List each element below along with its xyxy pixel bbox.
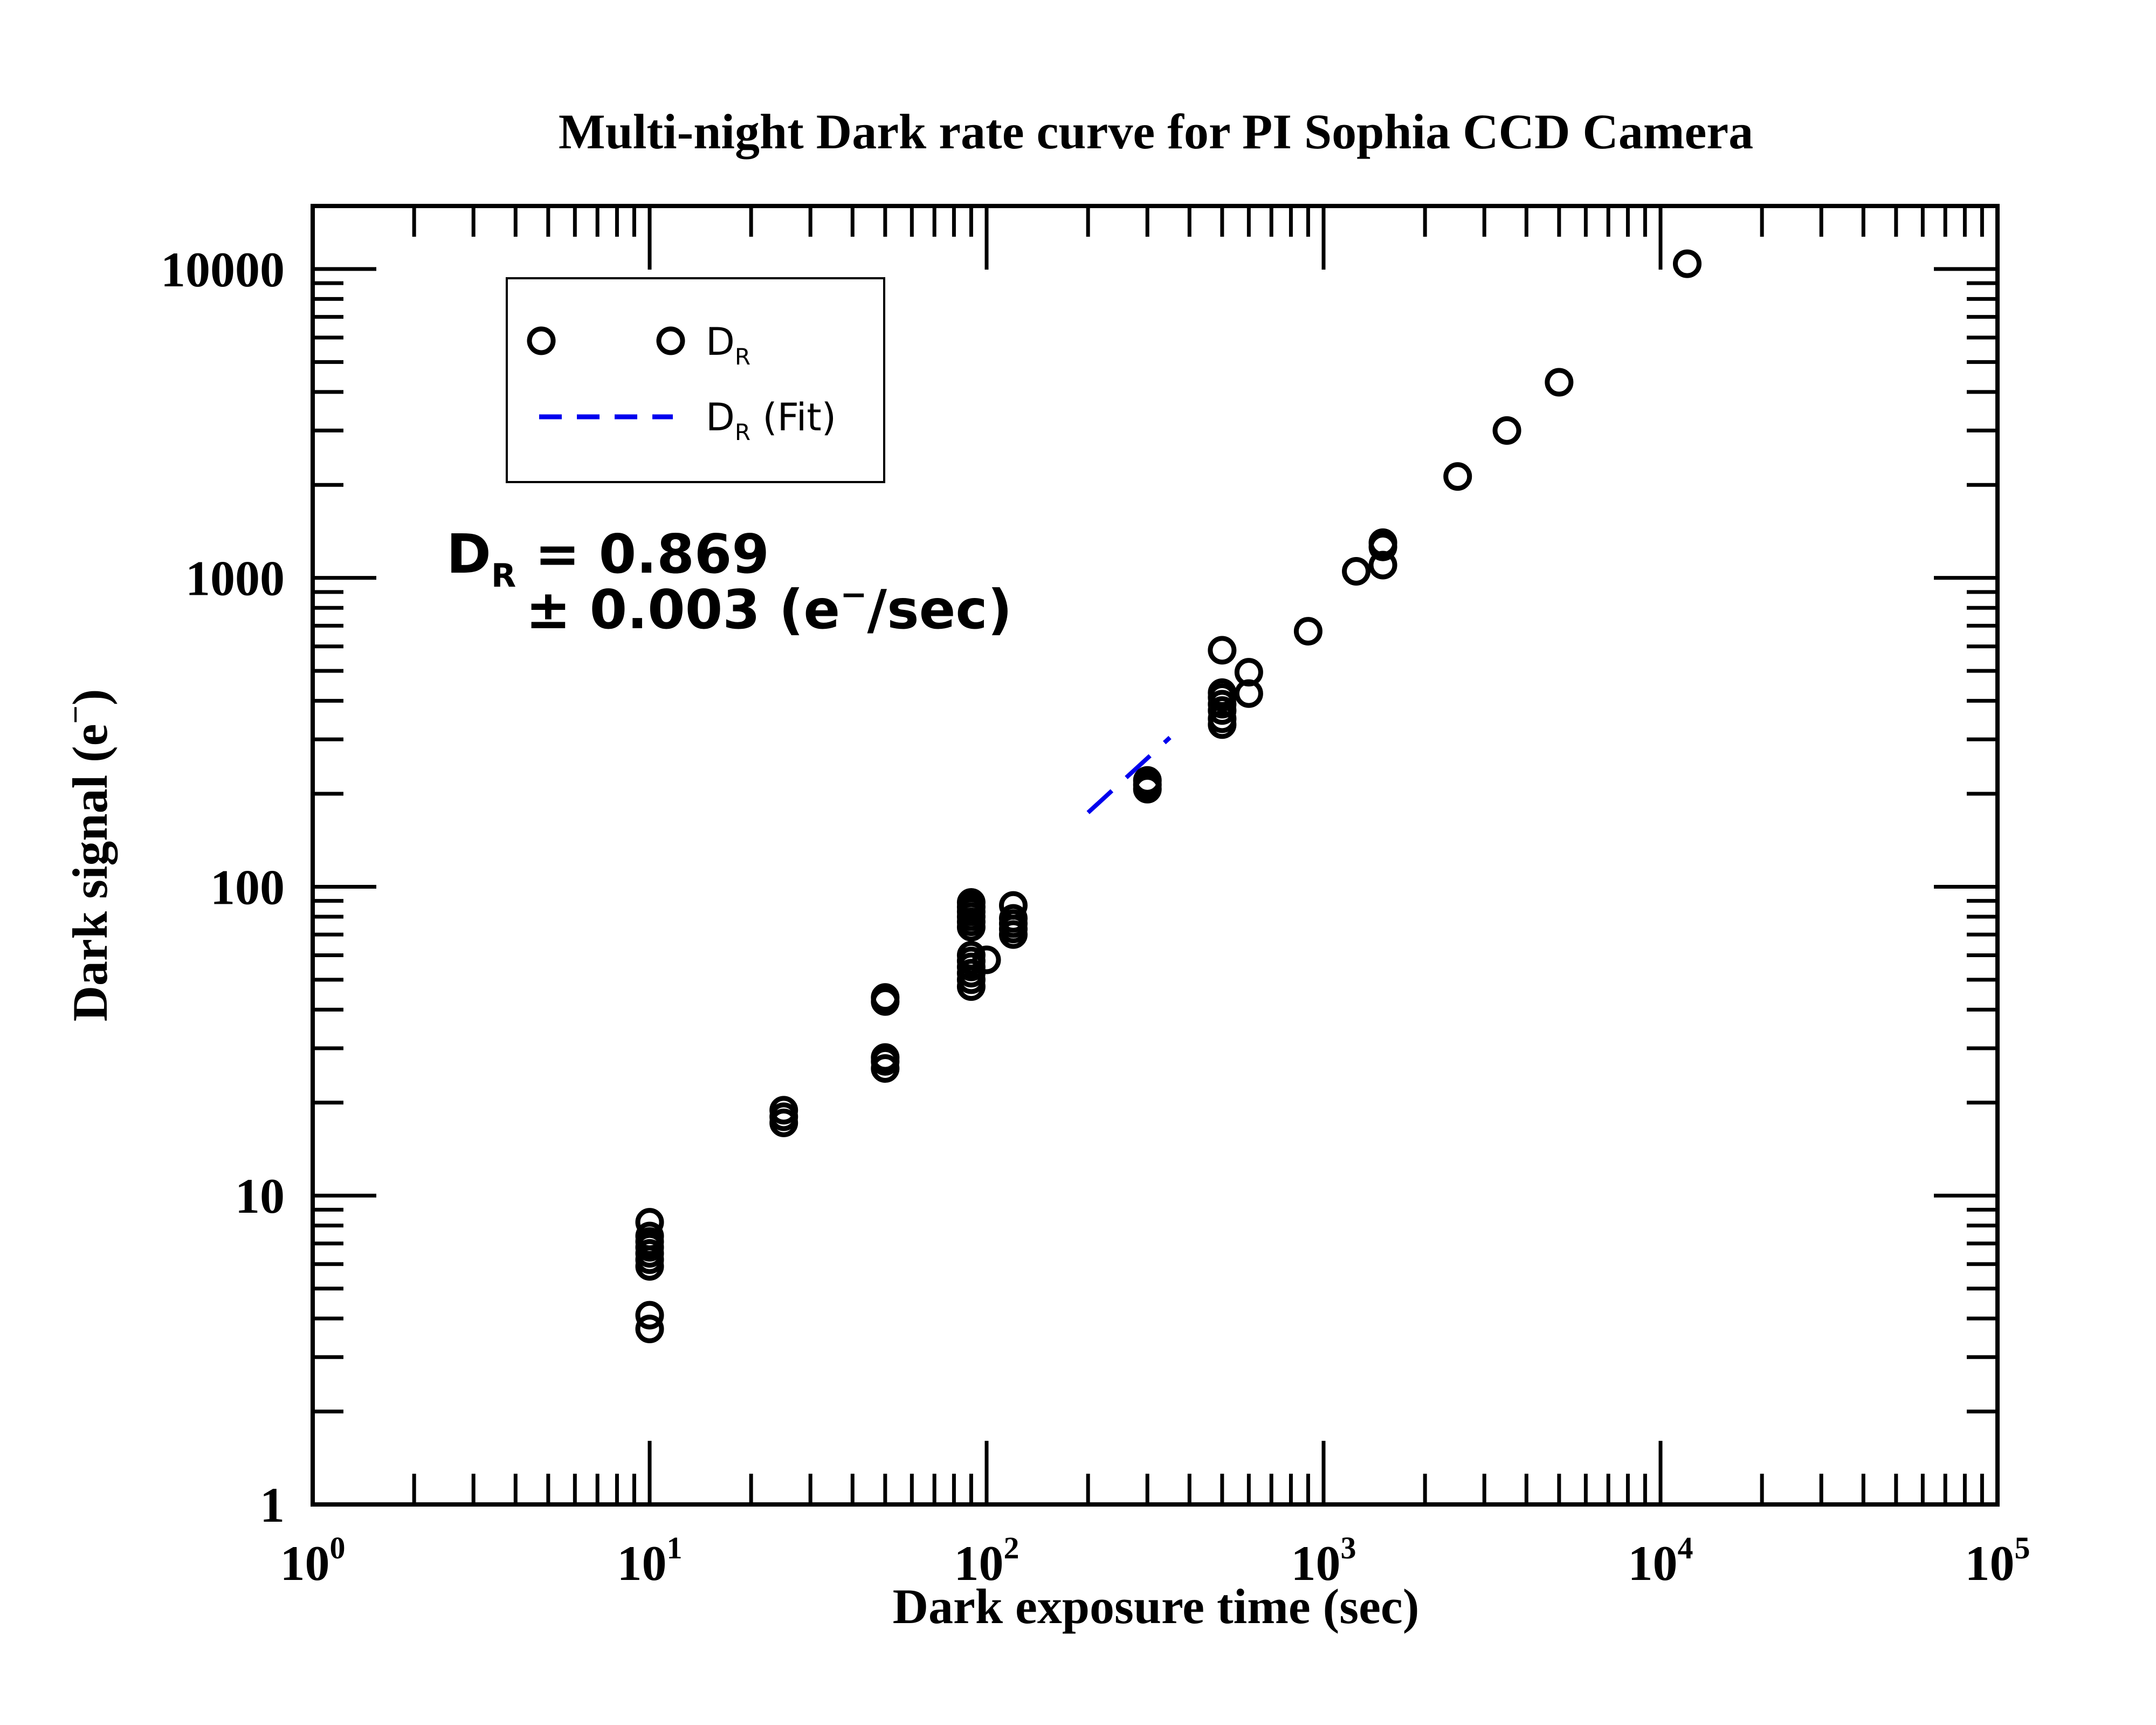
y-tick-label: 100: [210, 860, 285, 915]
y-tick-label: 10000: [161, 242, 285, 297]
fit-line: [1086, 736, 1172, 814]
x-tick-label-exponent: 2: [1004, 1530, 1020, 1565]
x-tick-label: 100: [280, 1530, 346, 1591]
data-point: [1545, 368, 1574, 397]
x-tick-label-exponent: 0: [330, 1530, 346, 1565]
x-tick-label-base: 10: [617, 1536, 667, 1591]
data-point: [871, 1043, 900, 1072]
fit-annotation: DR = 0.869 ± 0.003 (e−/sec): [446, 523, 1012, 641]
fit-uncertainty-superscript: −: [840, 576, 867, 614]
legend-label-fit-subscript: R: [735, 419, 750, 445]
data-point: [1492, 416, 1521, 445]
fit-rate-uncertainty: ± 0.003 (e−/sec): [526, 576, 1012, 641]
x-tick-label: 104: [1628, 1530, 1693, 1591]
x-tick-label-base: 10: [280, 1536, 330, 1591]
data-point: [769, 1096, 798, 1125]
fit-uncertainty-main: ± 0.003 (e: [526, 578, 840, 641]
data-point: [635, 1315, 664, 1344]
data-point: [1133, 766, 1162, 795]
legend-label-data-subscript: R: [735, 343, 750, 370]
y-axis-label-close: ): [63, 689, 118, 706]
legend: DR DR (Fit): [506, 277, 885, 483]
x-tick-label-exponent: 3: [1341, 1530, 1356, 1565]
fit-rate-number: = 0.869: [516, 523, 769, 586]
x-tick-label: 103: [1291, 1530, 1356, 1591]
legend-marker-circle-left: [527, 326, 556, 355]
legend-label-fit-suffix: (Fit): [750, 395, 836, 439]
data-point: [635, 1301, 664, 1330]
y-tick-label: 1000: [185, 551, 285, 606]
x-tick-label: 105: [1965, 1530, 2030, 1591]
data-point: [1368, 528, 1397, 557]
x-tick-label: 102: [954, 1530, 1020, 1591]
data-point: [1208, 678, 1237, 707]
x-tick-label-base: 10: [1965, 1536, 2015, 1591]
x-tick-label-exponent: 1: [667, 1530, 683, 1565]
data-point: [635, 1221, 664, 1250]
x-tick-label: 101: [617, 1530, 683, 1591]
x-tick-labels: 100 101 102 103 104 105: [280, 1530, 2030, 1591]
data-point: [998, 891, 1028, 920]
data-point: [1293, 617, 1322, 646]
x-tick-label-exponent: 5: [2015, 1530, 2030, 1565]
data-point: [1342, 557, 1371, 586]
x-tick-label-base: 10: [954, 1536, 1004, 1591]
legend-label-data-main: D: [706, 320, 735, 364]
data-point: [1443, 462, 1472, 491]
axis-ticks: [311, 206, 1997, 1507]
x-tick-label-base: 10: [1628, 1536, 1678, 1591]
x-tick-label-exponent: 4: [1678, 1530, 1693, 1565]
data-point: [871, 983, 900, 1012]
data-points: [635, 249, 1702, 1344]
y-axis-label: Dark signal (e−): [58, 689, 118, 1022]
data-point: [956, 888, 986, 917]
fit-rate-value: DR = 0.869: [446, 523, 769, 595]
y-tick-labels: 1 10 100 1000 10000: [161, 242, 285, 1532]
chart-title: Multi-night Dark rate curve for PI Sophi…: [559, 104, 1753, 159]
fit-rate-symbol: D: [446, 523, 491, 586]
x-tick-label-base: 10: [1291, 1536, 1341, 1591]
data-point: [972, 945, 1001, 974]
fit-line-layer: [1086, 736, 1172, 814]
data-point: [635, 1208, 664, 1237]
data-point: [1234, 658, 1263, 687]
y-axis-label-superscript: −: [58, 705, 93, 724]
fit-uncertainty-unit: /sec): [867, 578, 1012, 641]
legend-label-fit-main: D: [706, 395, 735, 439]
y-axis-label-main: Dark signal (e: [63, 724, 118, 1021]
data-point: [956, 941, 986, 970]
legend-marker-circle-right: [656, 326, 685, 355]
fit-rate-subscript: R: [491, 557, 516, 595]
data-point: [998, 904, 1028, 933]
data-point: [1208, 636, 1237, 665]
data-point: [1672, 249, 1702, 278]
x-axis-label: Dark exposure time (sec): [893, 1579, 1420, 1634]
legend-box: [506, 277, 885, 483]
y-tick-label: 1: [260, 1477, 285, 1532]
legend-label-fit: DR (Fit): [706, 395, 836, 445]
legend-label-data: DR: [706, 320, 750, 370]
y-tick-label: 10: [235, 1169, 285, 1224]
plot-frame: [311, 204, 2000, 1507]
